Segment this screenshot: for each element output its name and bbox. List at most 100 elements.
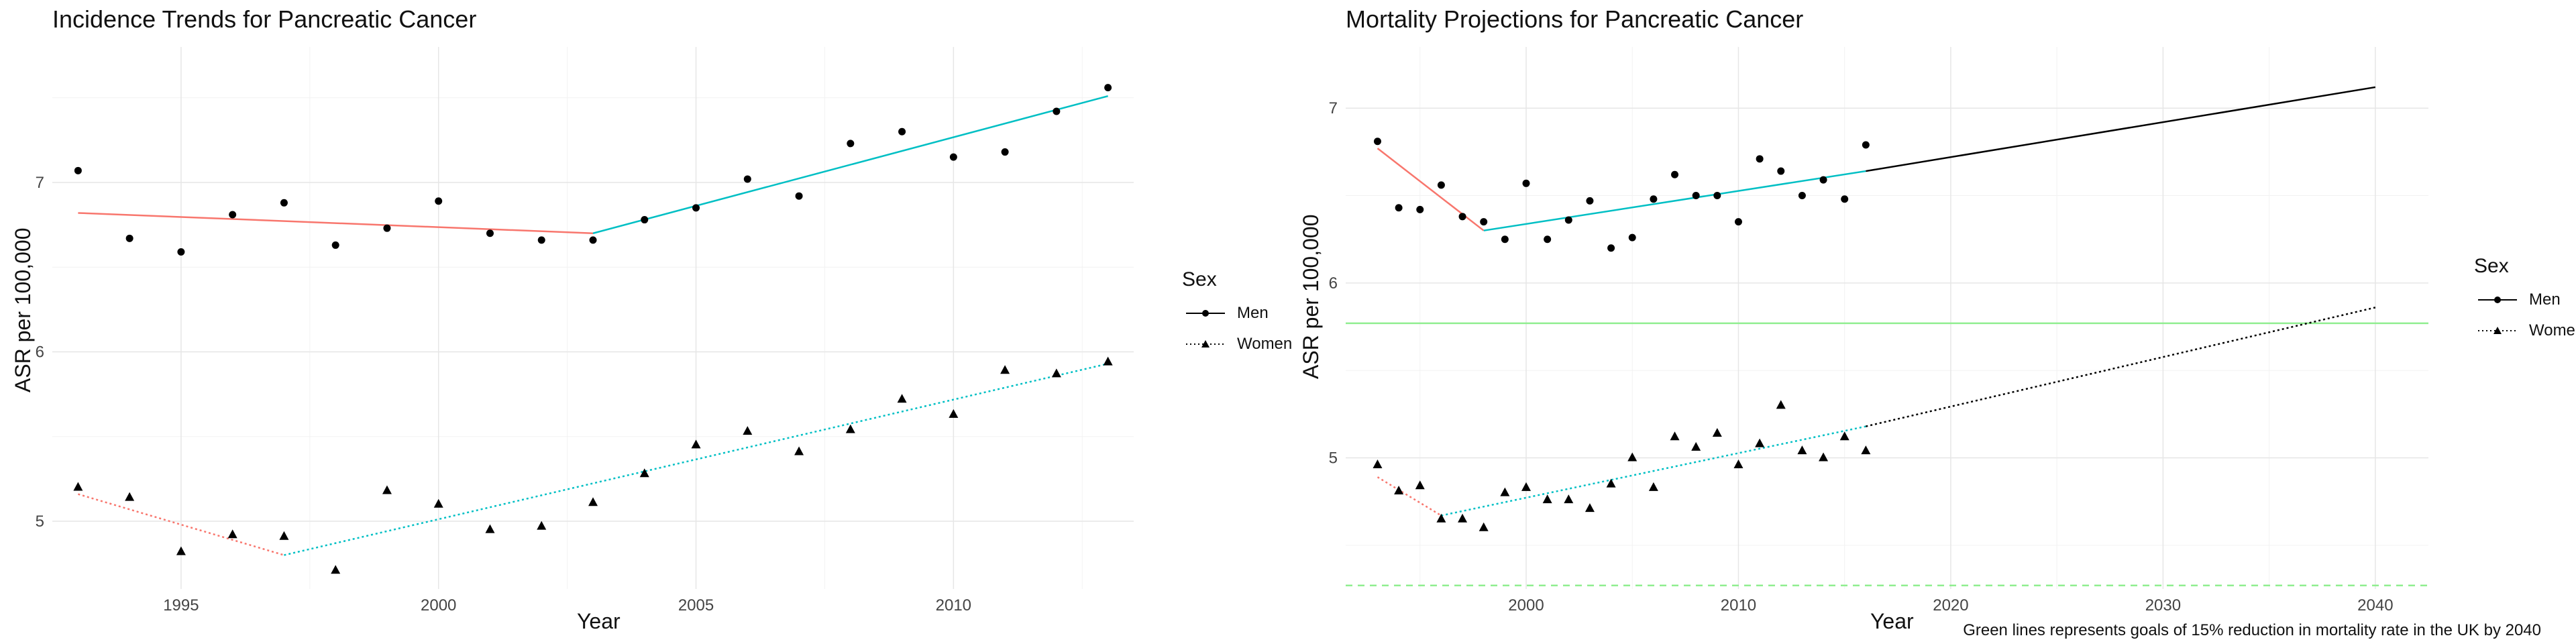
data-point-men [1734, 218, 1742, 226]
x-tick-label: 2040 [2357, 596, 2393, 614]
x-axis-title: Year [1870, 609, 1914, 633]
plot-area: 1995 2000 2005 2010 5 6 7 [36, 47, 1134, 614]
trend-line [1866, 86, 2376, 172]
data-point-women [845, 424, 855, 433]
legend: Sex Men Women [2474, 255, 2576, 346]
legend-key-women-icon [1186, 340, 1225, 347]
data-point-men [1416, 205, 1424, 213]
data-point-women [1712, 428, 1722, 437]
data-point-men [125, 234, 133, 242]
data-point-women [1051, 368, 1061, 378]
data-point-women [1479, 522, 1489, 531]
y-tick-label: 6 [36, 343, 44, 362]
data-point-men [1586, 197, 1594, 205]
y-axis-title: ASR per 100,000 [1299, 214, 1323, 380]
trend-line [1377, 476, 1442, 517]
trend-line [592, 95, 1108, 234]
data-point-men [1053, 107, 1061, 115]
x-axis-title: Year [577, 609, 621, 633]
legend-item-women: Women [2474, 315, 2576, 346]
data-point-men [1819, 176, 1827, 184]
legend-label-women: Women [2529, 321, 2576, 339]
data-point-men [1458, 213, 1466, 221]
data-point-women [433, 498, 443, 508]
data-point-men [1522, 179, 1530, 187]
trend-line [1377, 148, 1485, 231]
data-point-men [1104, 84, 1112, 92]
x-tick-label: 2000 [421, 596, 456, 614]
data-point-men [1713, 192, 1721, 200]
data-point-women [1627, 452, 1638, 462]
data-point-men [1564, 216, 1572, 224]
data-point-men [331, 241, 339, 249]
data-point-men [1437, 181, 1445, 189]
data-point-men [1001, 148, 1009, 156]
legend-key-women-icon [2478, 327, 2517, 334]
y-tick-label: 5 [36, 513, 44, 531]
data-point-women [1861, 445, 1871, 455]
trend-line [1866, 307, 2376, 427]
mortality-plot: 2000 2010 2020 2030 2040 5 6 7 [1329, 47, 2428, 614]
data-point-women [1755, 438, 1765, 447]
chart-title: Mortality Projections for Pancreatic Can… [1346, 5, 1804, 33]
data-point-men [1756, 155, 1764, 163]
data-point-women [485, 524, 495, 533]
data-point-women [1542, 494, 1552, 504]
data-point-men [1544, 235, 1552, 244]
data-point-women [1819, 452, 1829, 462]
legend-label-men: Men [1237, 304, 1269, 322]
x-tick-label: 2000 [1508, 596, 1544, 614]
y-tick-label: 6 [1329, 274, 1338, 292]
data-point-men [435, 197, 443, 205]
data-point-women [1606, 478, 1616, 488]
data-point-men [1650, 195, 1658, 203]
y-tick-label: 7 [1329, 99, 1338, 117]
data-point-women [691, 439, 701, 449]
data-point-women [1839, 431, 1849, 441]
data-point-men [486, 229, 494, 237]
data-point-women [588, 497, 598, 506]
data-point-women [897, 394, 907, 403]
data-point-women [537, 521, 547, 530]
data-point-men [1862, 141, 1870, 149]
data-point-women [1103, 356, 1113, 366]
x-tick-label: 2030 [2145, 596, 2181, 614]
data-point-men [1373, 138, 1381, 146]
y-tick-label: 5 [1329, 449, 1338, 468]
legend-label-men: Men [2529, 290, 2561, 309]
data-point-women [1585, 503, 1595, 513]
data-point-women [227, 529, 237, 539]
y-tick-label: 7 [36, 174, 44, 192]
legend-label-women: Women [1237, 335, 1293, 353]
x-tick-label: 2010 [1721, 596, 1756, 614]
data-point-men [641, 216, 649, 224]
data-point-women [1458, 513, 1468, 523]
legend-key-men-icon [2478, 297, 2517, 303]
data-point-men [177, 248, 185, 256]
trend-line [1441, 425, 1866, 517]
legend-title: Sex [1182, 268, 1217, 290]
chart-caption: Green lines represents goals of 15% redu… [1963, 621, 2541, 639]
data-point-men [280, 199, 288, 207]
legend-item-men: Men [2474, 284, 2576, 315]
trend-line [284, 362, 1108, 556]
legend-key-men-icon [1186, 310, 1225, 317]
data-point-women [743, 426, 753, 435]
x-tick-label: 2020 [1933, 596, 1968, 614]
data-point-men [847, 140, 855, 148]
data-point-men [74, 166, 82, 174]
legend-title: Sex [2474, 255, 2509, 277]
data-point-women [176, 546, 186, 555]
data-point-men [795, 192, 803, 200]
legend-item-women: Women [1182, 329, 1292, 360]
data-point-men [383, 224, 391, 232]
data-point-men [1628, 233, 1636, 241]
data-point-women [1797, 445, 1807, 455]
incidence-chart-panel: Incidence Trends for Pancreatic Cancer 1… [11, 5, 1292, 633]
data-point-men [949, 153, 957, 161]
data-point-women [949, 409, 959, 418]
data-point-men [229, 211, 237, 219]
data-point-women [1670, 431, 1680, 441]
data-point-women [382, 485, 392, 494]
data-point-men [1798, 192, 1806, 200]
